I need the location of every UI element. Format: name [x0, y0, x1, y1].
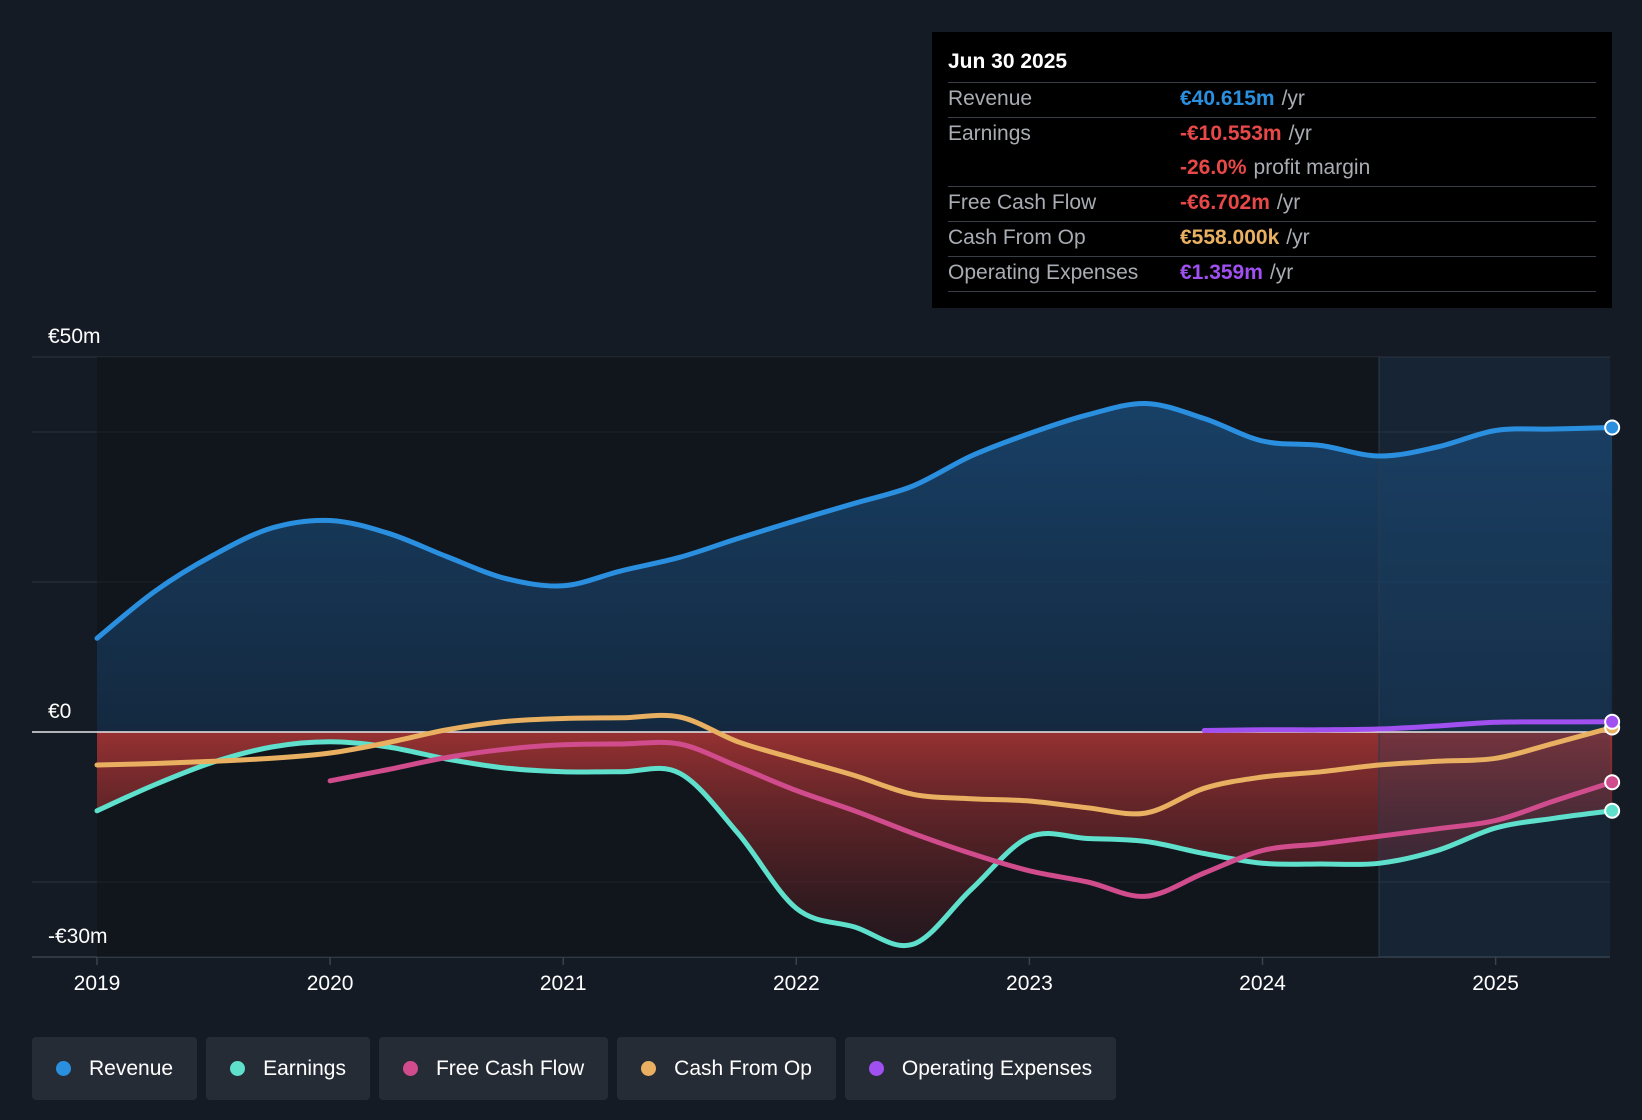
legend-dot-icon: [56, 1061, 71, 1076]
legend-dot-icon: [402, 1061, 418, 1076]
tooltip-label: Free Cash Flow: [948, 191, 1097, 214]
tooltip-unit: /yr: [1276, 191, 1301, 214]
tooltip-unit: /yr: [1288, 122, 1312, 145]
tooltip-row-revenue: Revenue €40.615m /yr: [948, 83, 1596, 118]
x-tick-label: 2025: [1472, 972, 1519, 995]
legend-dot-icon: [641, 1061, 657, 1076]
axes: €50m €0 -€30m 2019 2020 2021 2022 2023 2024 2025: [48, 325, 1519, 995]
legend-item-revenue[interactable]: Revenue: [32, 1037, 198, 1100]
tooltip-value: €1.359m: [1180, 261, 1263, 284]
tooltip-row-free-cash-flow: Free Cash Flow -€6.702m /yr: [948, 187, 1596, 222]
tooltip-value: €40.615m: [1180, 87, 1275, 110]
tooltip-label: Earnings: [948, 122, 1031, 145]
legend-item-earnings[interactable]: Earnings: [206, 1037, 370, 1100]
legend-label: Cash From Op: [674, 1056, 812, 1080]
chart-legend: Revenue Earnings Free Cash Flow Cash Fro…: [32, 1037, 1125, 1100]
legend-label: Revenue: [89, 1056, 174, 1080]
tooltip-row-profit-margin: -26.0% profit margin: [948, 152, 1596, 187]
legend-label: Free Cash Flow: [435, 1056, 585, 1080]
series-lines: [94, 400, 1621, 949]
tooltip-row-cash-from-op: Cash From Op €558.000k /yr: [948, 222, 1596, 257]
tooltip-label: Cash From Op: [948, 226, 1086, 249]
x-tick-label: 2021: [540, 972, 587, 995]
y-tick-label: €50m: [48, 325, 101, 348]
legend-item-cash-from-op[interactable]: Cash From Op: [617, 1037, 836, 1100]
revenue-line: [94, 400, 1615, 641]
tooltip-value: -€10.553m: [1180, 122, 1282, 145]
y-tick-label: €0: [48, 700, 71, 723]
legend-item-operating-expenses[interactable]: Operating Expenses: [844, 1037, 1117, 1100]
tooltip-label: Operating Expenses: [948, 261, 1139, 284]
highlight-period-shade: [1379, 357, 1610, 957]
x-tick-label: 2019: [74, 972, 121, 995]
legend-item-free-cash-flow[interactable]: Free Cash Flow: [378, 1037, 609, 1100]
tooltip-date: Jun 30 2025: [948, 46, 1596, 83]
revenue-area: [97, 403, 1613, 732]
tooltip-label: [948, 152, 1180, 186]
y-tick-label: -€30m: [48, 925, 108, 948]
operating-expenses-end-point: [1604, 713, 1621, 730]
tooltip-row-operating-expenses: Operating Expenses €1.359m /yr: [948, 257, 1596, 292]
earnings-area: [97, 732, 1613, 946]
earnings-line: [94, 739, 1615, 949]
earnings-end-point: [1604, 802, 1621, 819]
legend-dot-icon: [230, 1061, 246, 1076]
free-cash-flow-end-point: [1604, 774, 1621, 791]
free-cash-flow-line: [327, 739, 1615, 899]
legend-dot-icon: [868, 1061, 884, 1076]
x-tick-label: 2022: [773, 972, 820, 995]
revenue-end-point: [1604, 419, 1621, 436]
legend-label: Operating Expenses: [901, 1056, 1093, 1080]
x-tick-label: 2023: [1006, 972, 1053, 995]
tooltip-unit: profit margin: [1253, 156, 1371, 179]
tooltip-row-earnings: Earnings -€10.553m /yr: [948, 118, 1596, 152]
tooltip-panel: Jun 30 2025 Revenue €40.615m /yr Earning…: [932, 32, 1612, 308]
tooltip-value: -€6.702m: [1180, 191, 1270, 214]
tooltip-unit: /yr: [1286, 226, 1310, 249]
cash-from-op-line: [94, 712, 1615, 817]
tooltip-label: Revenue: [948, 87, 1033, 110]
area-fills: [97, 403, 1613, 946]
operating-expenses-line: [1201, 719, 1615, 733]
tooltip-value: €558.000k: [1180, 226, 1280, 249]
tooltip-value: -26.0%: [1180, 156, 1247, 179]
x-tick-label: 2020: [307, 972, 354, 995]
tooltip-unit: /yr: [1281, 87, 1305, 110]
x-tick-label: 2024: [1239, 972, 1286, 995]
tooltip-unit: /yr: [1269, 261, 1294, 284]
legend-label: Earnings: [263, 1056, 346, 1080]
